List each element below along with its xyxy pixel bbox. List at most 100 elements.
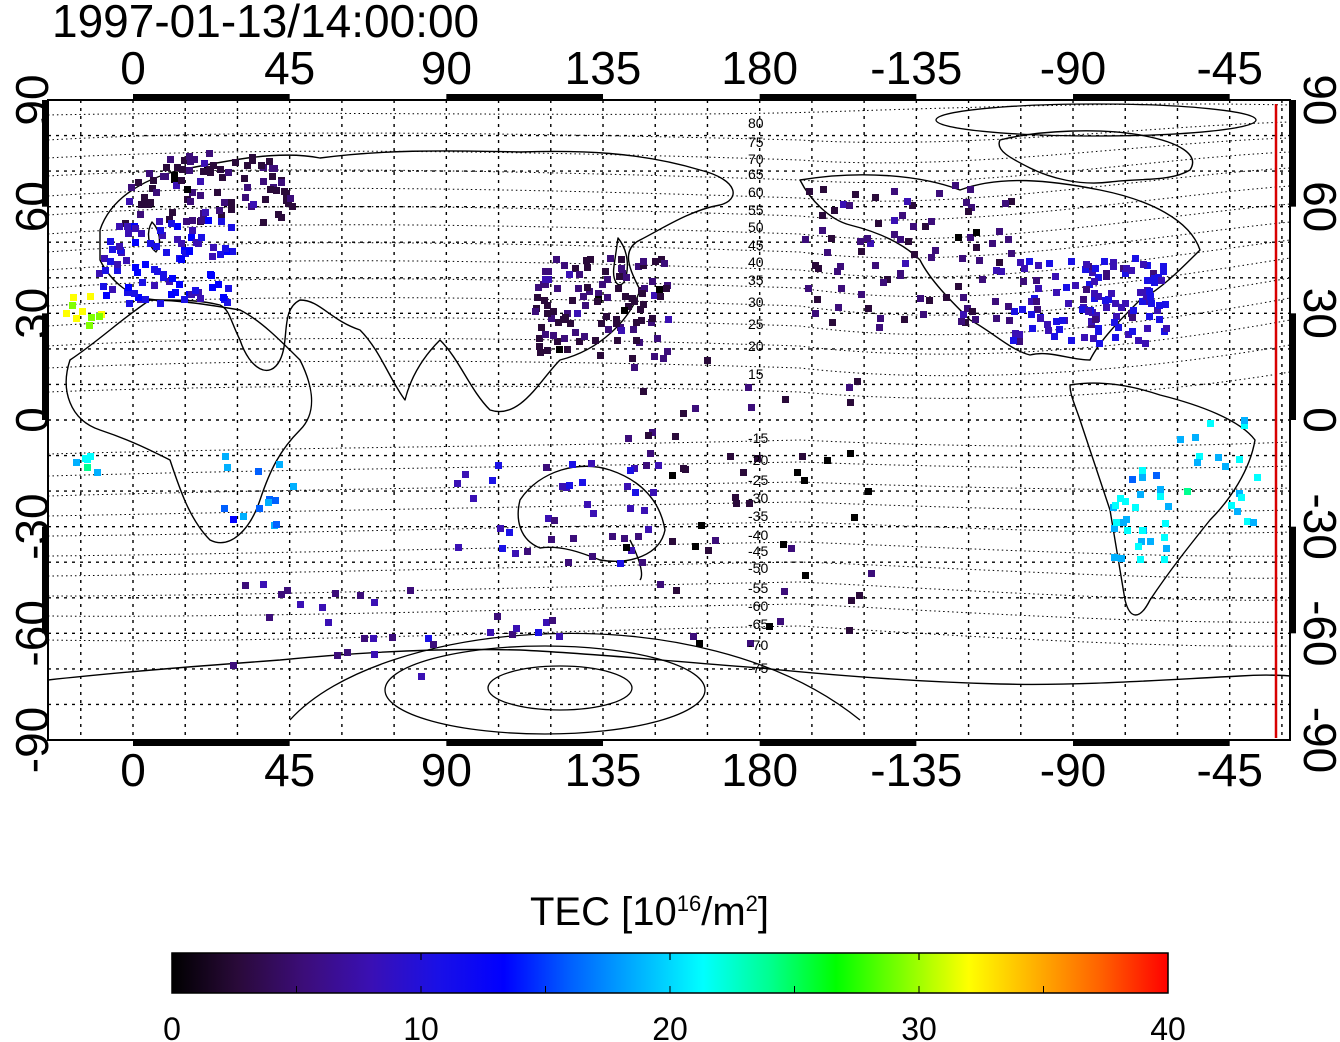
tec-pixel — [584, 264, 591, 271]
tec-pixel — [260, 581, 267, 588]
tec-pixel — [788, 545, 795, 552]
contour-label: 15 — [748, 366, 764, 382]
tec-pixel — [1046, 260, 1053, 267]
tec-pixel — [545, 515, 552, 522]
tec-pixel — [188, 291, 195, 298]
tec-pixel — [812, 310, 819, 317]
tec-pixel — [598, 320, 605, 327]
tec-pixel — [680, 410, 687, 417]
tec-pixel — [604, 276, 611, 283]
tec-pixel — [250, 201, 257, 208]
tec-pixel — [186, 153, 193, 160]
tec-pixel — [1033, 277, 1040, 284]
x-tick-bottom: -135 — [870, 744, 962, 796]
tec-pixel — [1122, 270, 1129, 277]
tec-pixel — [1005, 236, 1012, 243]
tec-pixel — [182, 250, 189, 257]
tec-pixel — [1236, 456, 1243, 463]
tec-pixel — [193, 239, 200, 246]
tec-pixel — [562, 314, 569, 321]
tec-pixel — [168, 291, 175, 298]
tec-pixel — [1044, 321, 1051, 328]
tec-pixel — [732, 494, 739, 501]
tec-pixel — [876, 324, 883, 331]
x-tick-top: 135 — [565, 42, 642, 94]
tec-pixel — [389, 634, 396, 641]
tec-pixel — [230, 516, 237, 523]
colorbar-label: TEC [1016/m2] — [530, 890, 770, 934]
tec-pixel — [181, 157, 188, 164]
tec-pixel — [145, 201, 152, 208]
tec-pixel — [624, 483, 631, 490]
tec-pixel — [287, 195, 294, 202]
tec-pixel — [135, 179, 142, 186]
tec-pixel — [102, 267, 109, 274]
y-tick-left: 60 — [6, 181, 58, 232]
tec-pixel — [669, 538, 676, 545]
tec-pixel — [565, 559, 572, 566]
tec-pixel — [865, 305, 872, 312]
tec-pixel — [1135, 543, 1142, 550]
tec-pixel — [570, 535, 577, 542]
contour-label: 55 — [748, 202, 764, 218]
south-magnetic-ovals — [289, 103, 1257, 735]
tec-pixel — [590, 510, 597, 517]
tec-pixel — [575, 285, 582, 292]
tec-pixel — [616, 273, 623, 280]
axis-bands — [42, 94, 1296, 746]
tec-pixel — [926, 297, 933, 304]
contour-label: -75 — [748, 660, 768, 676]
tec-pixel — [840, 201, 847, 208]
tec-pixel — [910, 223, 917, 230]
tec-pixel — [1184, 488, 1191, 495]
tec-pixel — [635, 533, 642, 540]
tec-pixel — [899, 212, 906, 219]
tec-pixel — [189, 227, 196, 234]
tec-pixel — [273, 521, 280, 528]
tec-pixel — [166, 216, 173, 223]
tec-pixel — [747, 640, 754, 647]
tec-pixel — [1052, 273, 1059, 280]
tec-pixel — [1090, 335, 1097, 342]
tec-pixel — [265, 499, 272, 506]
contour-label: 45 — [748, 237, 764, 253]
tec-pixel — [269, 165, 276, 172]
tec-pixel — [640, 258, 647, 265]
tec-pixel — [142, 296, 149, 303]
tec-pixel — [1081, 334, 1088, 341]
tec-pixel — [574, 310, 581, 317]
tec-pixel — [218, 212, 225, 219]
tec-pixel — [114, 261, 121, 268]
tec-pixel — [1139, 527, 1146, 534]
tec-pixel — [828, 235, 835, 242]
tec-pixel — [284, 587, 291, 594]
contour-label: -40 — [748, 527, 768, 543]
contour-label: -50 — [748, 560, 768, 576]
tec-pixel — [544, 302, 551, 309]
tec-pixel — [692, 543, 699, 550]
contour-label: 30 — [748, 294, 764, 310]
plot-title: 1997-01-13/14:00:00 — [52, 0, 480, 47]
tec-pixel — [1068, 337, 1075, 344]
tec-pixel — [673, 587, 680, 594]
contour-label: -60 — [748, 598, 768, 614]
x-tick-top: -90 — [1040, 42, 1106, 94]
tec-pixel — [814, 296, 821, 303]
tec-pixel — [1111, 554, 1118, 561]
tec-pixel — [1238, 494, 1245, 501]
tec-pixel — [901, 316, 908, 323]
tec-pixel — [509, 631, 516, 638]
tec-pixel — [1045, 327, 1052, 334]
tec-pixel — [556, 346, 563, 353]
tec-pixel — [834, 268, 841, 275]
tec-pixel — [137, 211, 144, 218]
tec-pixel — [124, 289, 131, 296]
tec-pixel — [1250, 519, 1257, 526]
tec-pixel — [357, 592, 364, 599]
tec-pixel — [1059, 317, 1066, 324]
tec-pixel — [692, 405, 699, 412]
tec-pixel — [645, 526, 652, 533]
tec-pixel — [208, 272, 215, 279]
tec-pixel — [640, 301, 647, 308]
tec-pixel — [872, 262, 879, 269]
